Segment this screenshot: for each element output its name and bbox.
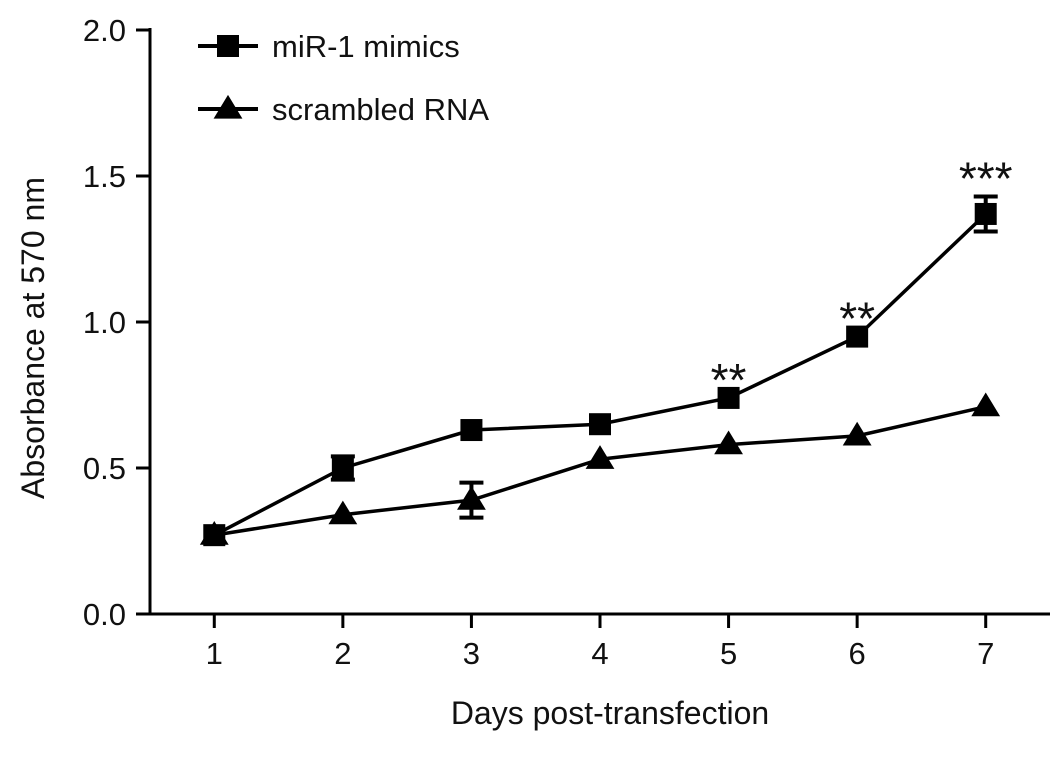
annotation-layer: ******* bbox=[711, 152, 1013, 405]
y-tick-label: 0.5 bbox=[83, 451, 126, 486]
series-mir1-mimics bbox=[203, 194, 998, 547]
x-tick-label: 6 bbox=[849, 636, 866, 671]
data-point bbox=[974, 202, 997, 225]
data-point bbox=[331, 457, 354, 479]
data-point bbox=[717, 386, 740, 409]
legend-label: miR-1 mimics bbox=[272, 29, 460, 64]
x-tick-label: 3 bbox=[463, 636, 480, 671]
significance-label: *** bbox=[959, 152, 1013, 204]
data-point bbox=[199, 521, 229, 545]
significance-label: ** bbox=[839, 293, 875, 345]
significance-label: ** bbox=[711, 354, 747, 406]
data-point bbox=[846, 325, 869, 348]
series-layer bbox=[199, 194, 1001, 547]
x-tick-label: 4 bbox=[591, 636, 608, 671]
legend-marker bbox=[213, 94, 243, 119]
x-tick-label: 7 bbox=[977, 636, 994, 671]
legend-item: miR-1 mimics bbox=[198, 29, 460, 64]
data-point bbox=[714, 430, 743, 455]
y-tick-label: 2.0 bbox=[83, 13, 126, 48]
x-tick-label: 5 bbox=[720, 636, 737, 671]
y-tick-label: 1.5 bbox=[83, 159, 126, 194]
x-axis-title: Days post-transfection bbox=[451, 695, 769, 731]
legend: miR-1 mimics scrambled RNA bbox=[198, 29, 489, 127]
legend-marker bbox=[217, 35, 239, 57]
y-axis-title: Absorbance at 570 nm bbox=[15, 177, 51, 499]
data-point bbox=[842, 421, 872, 446]
data-point bbox=[971, 392, 1001, 417]
x-tick-label: 2 bbox=[334, 636, 351, 671]
data-point bbox=[457, 485, 486, 510]
data-point bbox=[328, 500, 358, 525]
x-tick-label: 1 bbox=[206, 636, 223, 671]
data-point bbox=[460, 419, 483, 442]
series-line bbox=[213, 212, 987, 537]
legend-label: scrambled RNA bbox=[272, 92, 489, 127]
y-tick-label: 0.0 bbox=[83, 597, 126, 632]
y-tick-label: 1.0 bbox=[83, 305, 126, 340]
legend-item: scrambled RNA bbox=[198, 92, 489, 127]
series-scrambled-rna bbox=[199, 392, 1001, 545]
data-point bbox=[585, 445, 615, 469]
data-point bbox=[589, 413, 611, 436]
axes: 0.0 0.5 1.0 1.5 2.0 1 2 3 4 5 6 7 bbox=[83, 13, 1050, 671]
